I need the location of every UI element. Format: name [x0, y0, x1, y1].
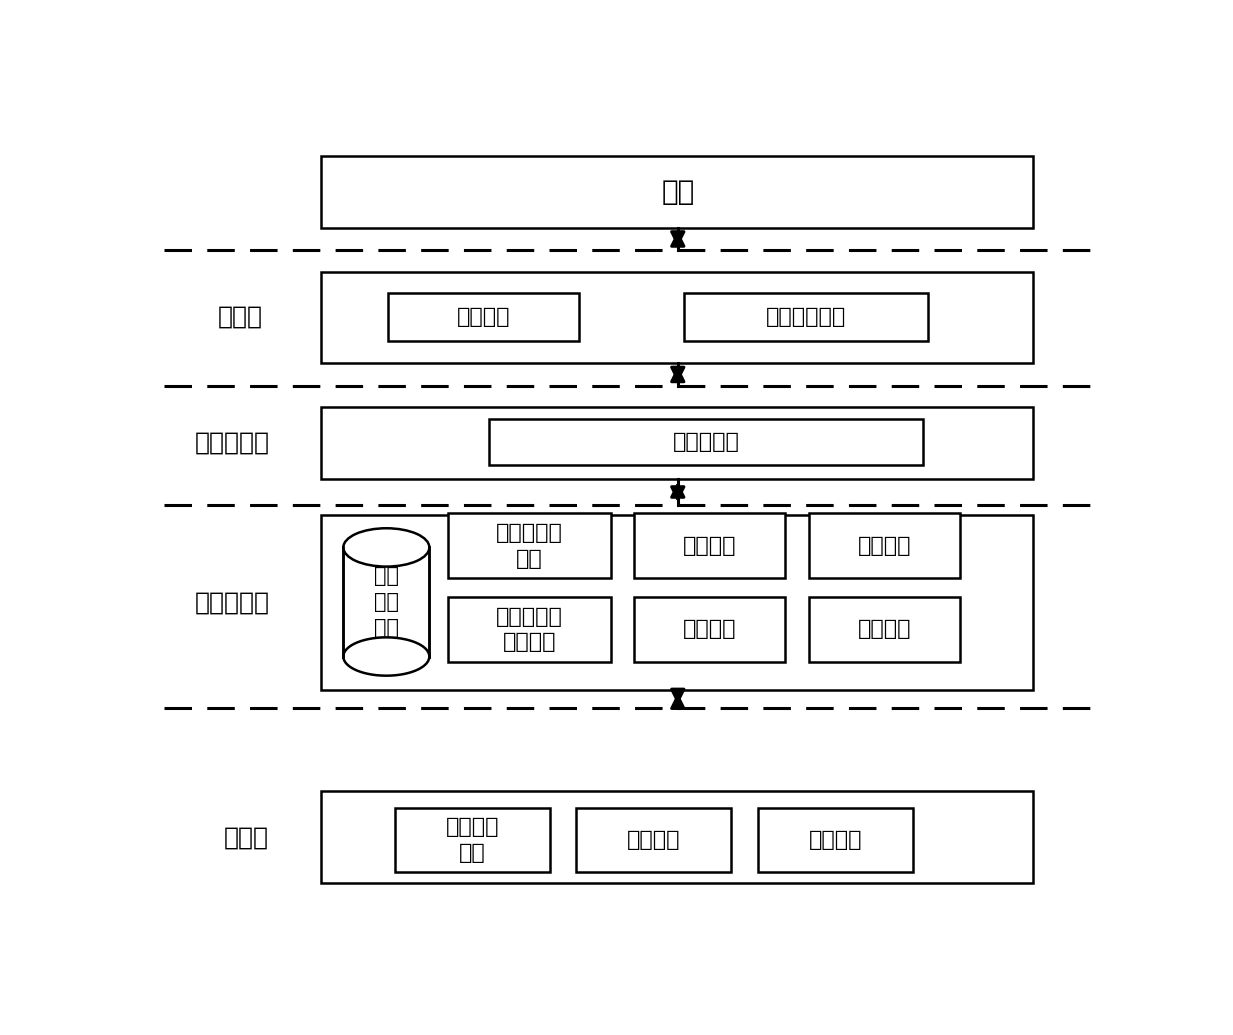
Text: 虚实融合: 虚实融合: [683, 620, 736, 640]
Bar: [809, 597, 959, 662]
Bar: [684, 293, 928, 341]
Bar: [809, 513, 959, 579]
Text: 用户: 用户: [661, 178, 694, 206]
Bar: [322, 514, 1033, 690]
Text: 场景管理层: 场景管理层: [195, 431, 270, 455]
Text: 文件操作: 文件操作: [628, 830, 681, 850]
Bar: [488, 419, 924, 466]
Text: 网络数据
交互: 网络数据 交互: [445, 817, 499, 862]
Bar: [634, 597, 785, 662]
Text: 机器人快速
装配: 机器人快速 装配: [496, 523, 563, 568]
Bar: [322, 271, 1033, 363]
Text: 碰撞检测: 碰撞检测: [857, 536, 911, 556]
Text: 界面层: 界面层: [218, 305, 263, 329]
Ellipse shape: [343, 528, 429, 566]
Text: 数据层: 数据层: [223, 826, 269, 850]
Text: 机器
人模
型库: 机器 人模 型库: [374, 566, 398, 638]
Bar: [388, 293, 580, 341]
Bar: [577, 808, 731, 871]
Text: 操作界面: 操作界面: [457, 307, 510, 327]
Text: 运动仿真: 运动仿真: [857, 620, 911, 640]
Bar: [322, 791, 1033, 883]
Bar: [449, 513, 610, 579]
Text: 图像处理与
三维重建: 图像处理与 三维重建: [496, 607, 563, 652]
Text: 场景管理器: 场景管理器: [672, 433, 740, 452]
Bar: [634, 513, 785, 579]
Text: 增强现实场景: 增强现实场景: [766, 307, 846, 327]
Bar: [343, 548, 429, 656]
Bar: [395, 808, 550, 871]
Text: 过程数据: 过程数据: [809, 830, 862, 850]
Text: 核心业务层: 核心业务层: [195, 590, 270, 615]
Bar: [758, 808, 912, 871]
Bar: [322, 407, 1033, 479]
Text: 模型处理: 模型处理: [683, 536, 736, 556]
Bar: [322, 156, 1033, 228]
Bar: [449, 597, 610, 662]
